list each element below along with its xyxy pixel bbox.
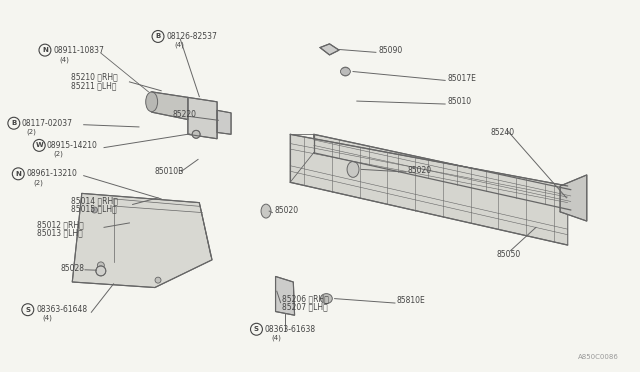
- Text: 08363-61648: 08363-61648: [36, 305, 87, 314]
- Text: (2): (2): [53, 150, 63, 157]
- Circle shape: [192, 130, 200, 138]
- Text: (4): (4): [271, 334, 281, 341]
- Circle shape: [155, 277, 161, 283]
- Text: 85028: 85028: [61, 264, 85, 273]
- Text: (2): (2): [26, 128, 36, 135]
- Polygon shape: [72, 193, 212, 288]
- Text: 85010B: 85010B: [155, 167, 184, 176]
- Text: 85017E: 85017E: [447, 74, 476, 83]
- Ellipse shape: [347, 161, 359, 177]
- Ellipse shape: [261, 204, 271, 218]
- Text: 08961-13210: 08961-13210: [26, 169, 77, 178]
- Polygon shape: [152, 92, 188, 119]
- Polygon shape: [217, 110, 231, 134]
- Text: 85220: 85220: [173, 109, 196, 119]
- Text: N: N: [42, 47, 48, 53]
- Polygon shape: [314, 134, 571, 210]
- Text: (4): (4): [174, 42, 184, 48]
- Text: N: N: [15, 171, 21, 177]
- Text: 08117-02037: 08117-02037: [22, 119, 72, 128]
- Polygon shape: [320, 44, 339, 55]
- Polygon shape: [290, 134, 568, 245]
- Text: 85206 〈RH〉: 85206 〈RH〉: [282, 294, 329, 303]
- Polygon shape: [560, 175, 587, 221]
- Circle shape: [92, 207, 97, 213]
- Text: 85050: 85050: [497, 250, 521, 259]
- Text: 85012 〈RH〉: 85012 〈RH〉: [37, 220, 84, 229]
- Ellipse shape: [340, 68, 350, 76]
- Text: S: S: [254, 326, 259, 332]
- Text: 08915-14210: 08915-14210: [47, 141, 98, 150]
- Text: 85207 〈LH〉: 85207 〈LH〉: [282, 302, 328, 312]
- Text: (4): (4): [60, 56, 69, 62]
- Text: 85020: 85020: [275, 206, 298, 215]
- Text: 08126-82537: 08126-82537: [166, 32, 217, 41]
- Text: B: B: [11, 120, 17, 126]
- Circle shape: [96, 266, 106, 276]
- Text: 08363-61638: 08363-61638: [265, 325, 316, 334]
- Text: 85014 〈RH〉: 85014 〈RH〉: [71, 196, 118, 205]
- Circle shape: [97, 262, 104, 269]
- Text: 85210 〈RH〉: 85210 〈RH〉: [71, 73, 118, 81]
- Text: (4): (4): [42, 315, 52, 321]
- Polygon shape: [276, 276, 294, 315]
- Ellipse shape: [321, 294, 332, 304]
- Text: 85010: 85010: [447, 97, 471, 106]
- Text: S: S: [26, 307, 30, 313]
- Polygon shape: [188, 97, 217, 139]
- Text: B: B: [156, 33, 161, 39]
- Text: 85090: 85090: [378, 46, 403, 55]
- Ellipse shape: [146, 92, 157, 112]
- Text: 85810E: 85810E: [396, 296, 425, 305]
- Text: W: W: [35, 142, 43, 148]
- Text: 85240: 85240: [490, 128, 515, 137]
- Text: 85211 〈LH〉: 85211 〈LH〉: [71, 82, 116, 91]
- Text: A850C0086: A850C0086: [578, 353, 618, 360]
- Text: 85020: 85020: [408, 166, 432, 175]
- Text: 08911-10837: 08911-10837: [53, 46, 104, 55]
- Circle shape: [341, 67, 350, 76]
- Text: 85015 〈LH〉: 85015 〈LH〉: [71, 205, 116, 214]
- Text: 85013 〈LH〉: 85013 〈LH〉: [37, 229, 83, 238]
- Text: (2): (2): [33, 179, 43, 186]
